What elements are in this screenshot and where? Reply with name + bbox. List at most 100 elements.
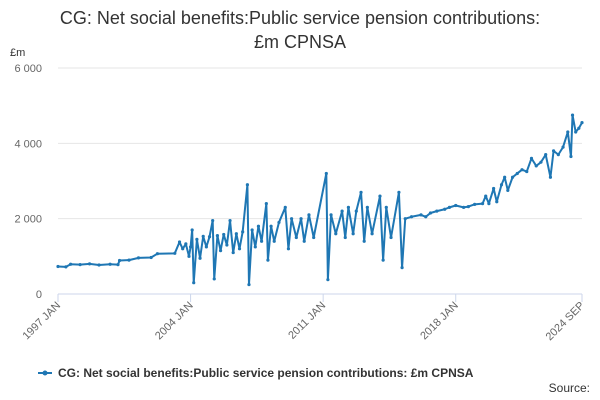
data-point bbox=[277, 220, 281, 225]
data-point bbox=[260, 239, 264, 243]
data-point bbox=[539, 160, 543, 164]
data-point bbox=[544, 153, 548, 157]
data-point bbox=[264, 202, 268, 206]
data-point bbox=[424, 215, 428, 219]
data-point bbox=[466, 205, 470, 209]
data-point bbox=[155, 252, 160, 256]
data-point bbox=[570, 113, 575, 117]
data-point bbox=[195, 237, 199, 241]
data-point bbox=[381, 258, 385, 262]
data-point bbox=[190, 228, 194, 232]
data-point bbox=[253, 245, 257, 249]
data-point bbox=[370, 232, 374, 236]
data-point bbox=[525, 169, 529, 174]
data-point bbox=[574, 130, 578, 134]
data-point bbox=[256, 224, 261, 228]
data-point bbox=[492, 186, 496, 191]
chart-title-line-1: CG: Net social benefits:Public service p… bbox=[59, 8, 541, 28]
data-point bbox=[400, 266, 404, 270]
data-point bbox=[299, 217, 303, 221]
data-point bbox=[188, 245, 193, 249]
data-point bbox=[198, 256, 202, 260]
data-point bbox=[283, 205, 287, 209]
data-point bbox=[506, 188, 510, 193]
data-point bbox=[447, 205, 452, 209]
data-point bbox=[272, 239, 276, 243]
data-point bbox=[487, 202, 491, 206]
data-point bbox=[329, 213, 333, 217]
data-point bbox=[548, 175, 553, 179]
data-point bbox=[289, 217, 294, 221]
data-point bbox=[389, 235, 393, 240]
data-point bbox=[462, 205, 466, 209]
x-tick-label: 2024 SEP bbox=[544, 300, 588, 344]
data-point bbox=[326, 278, 330, 282]
data-point bbox=[503, 175, 507, 179]
data-point bbox=[78, 263, 82, 267]
data-point bbox=[534, 164, 538, 168]
source-label: Source: bbox=[548, 381, 590, 395]
data-point bbox=[577, 126, 581, 130]
data-point bbox=[149, 255, 153, 260]
data-point bbox=[237, 247, 242, 251]
data-point bbox=[266, 258, 270, 262]
data-point bbox=[340, 209, 344, 213]
data-point bbox=[324, 171, 328, 176]
data-point bbox=[520, 168, 524, 172]
data-point bbox=[566, 130, 570, 134]
data-point bbox=[480, 202, 485, 206]
data-point bbox=[403, 217, 407, 221]
data-point bbox=[343, 235, 347, 240]
chart-title-line-2: £m CPNSA bbox=[253, 32, 347, 52]
data-point bbox=[454, 203, 458, 208]
data-point bbox=[64, 265, 68, 269]
data-point bbox=[247, 282, 251, 287]
data-point bbox=[354, 209, 358, 213]
data-point bbox=[473, 202, 477, 206]
data-point bbox=[384, 205, 388, 209]
y-tick-label: 0 bbox=[36, 289, 42, 301]
data-point bbox=[225, 243, 229, 247]
data-point bbox=[187, 254, 191, 258]
data-point bbox=[495, 200, 499, 204]
data-point bbox=[561, 145, 565, 149]
legend-marker bbox=[42, 370, 48, 376]
data-point bbox=[207, 235, 212, 239]
data-point bbox=[551, 149, 556, 153]
data-point bbox=[245, 183, 249, 187]
data-point bbox=[127, 258, 131, 262]
data-point bbox=[435, 209, 439, 213]
data-point bbox=[108, 262, 112, 266]
series-line bbox=[57, 114, 583, 286]
data-point bbox=[116, 263, 120, 267]
data-point bbox=[211, 218, 215, 223]
y-axis-unit-label: £m bbox=[10, 47, 25, 59]
data-point bbox=[529, 156, 534, 160]
data-point bbox=[499, 183, 504, 187]
data-point bbox=[250, 228, 254, 232]
data-point bbox=[510, 175, 515, 179]
data-point bbox=[241, 230, 245, 234]
data-point bbox=[177, 240, 182, 244]
data-point bbox=[269, 224, 273, 228]
data-point bbox=[312, 235, 316, 240]
data-point bbox=[443, 207, 447, 211]
data-point bbox=[484, 194, 488, 198]
chart-title: CG: Net social benefits:Public service p… bbox=[20, 6, 580, 54]
data-point bbox=[97, 263, 101, 267]
data-point bbox=[136, 256, 141, 260]
data-point bbox=[307, 213, 311, 217]
data-point bbox=[419, 213, 423, 217]
y-tick-label: 6 000 bbox=[14, 63, 42, 75]
data-point bbox=[334, 232, 338, 236]
data-point bbox=[87, 262, 92, 266]
data-point bbox=[580, 121, 584, 125]
data-point bbox=[181, 247, 185, 251]
data-point bbox=[294, 235, 298, 240]
data-point bbox=[234, 232, 238, 236]
data-point bbox=[222, 232, 226, 237]
data-point bbox=[569, 154, 573, 159]
data-point bbox=[359, 190, 363, 194]
data-point bbox=[117, 258, 122, 263]
